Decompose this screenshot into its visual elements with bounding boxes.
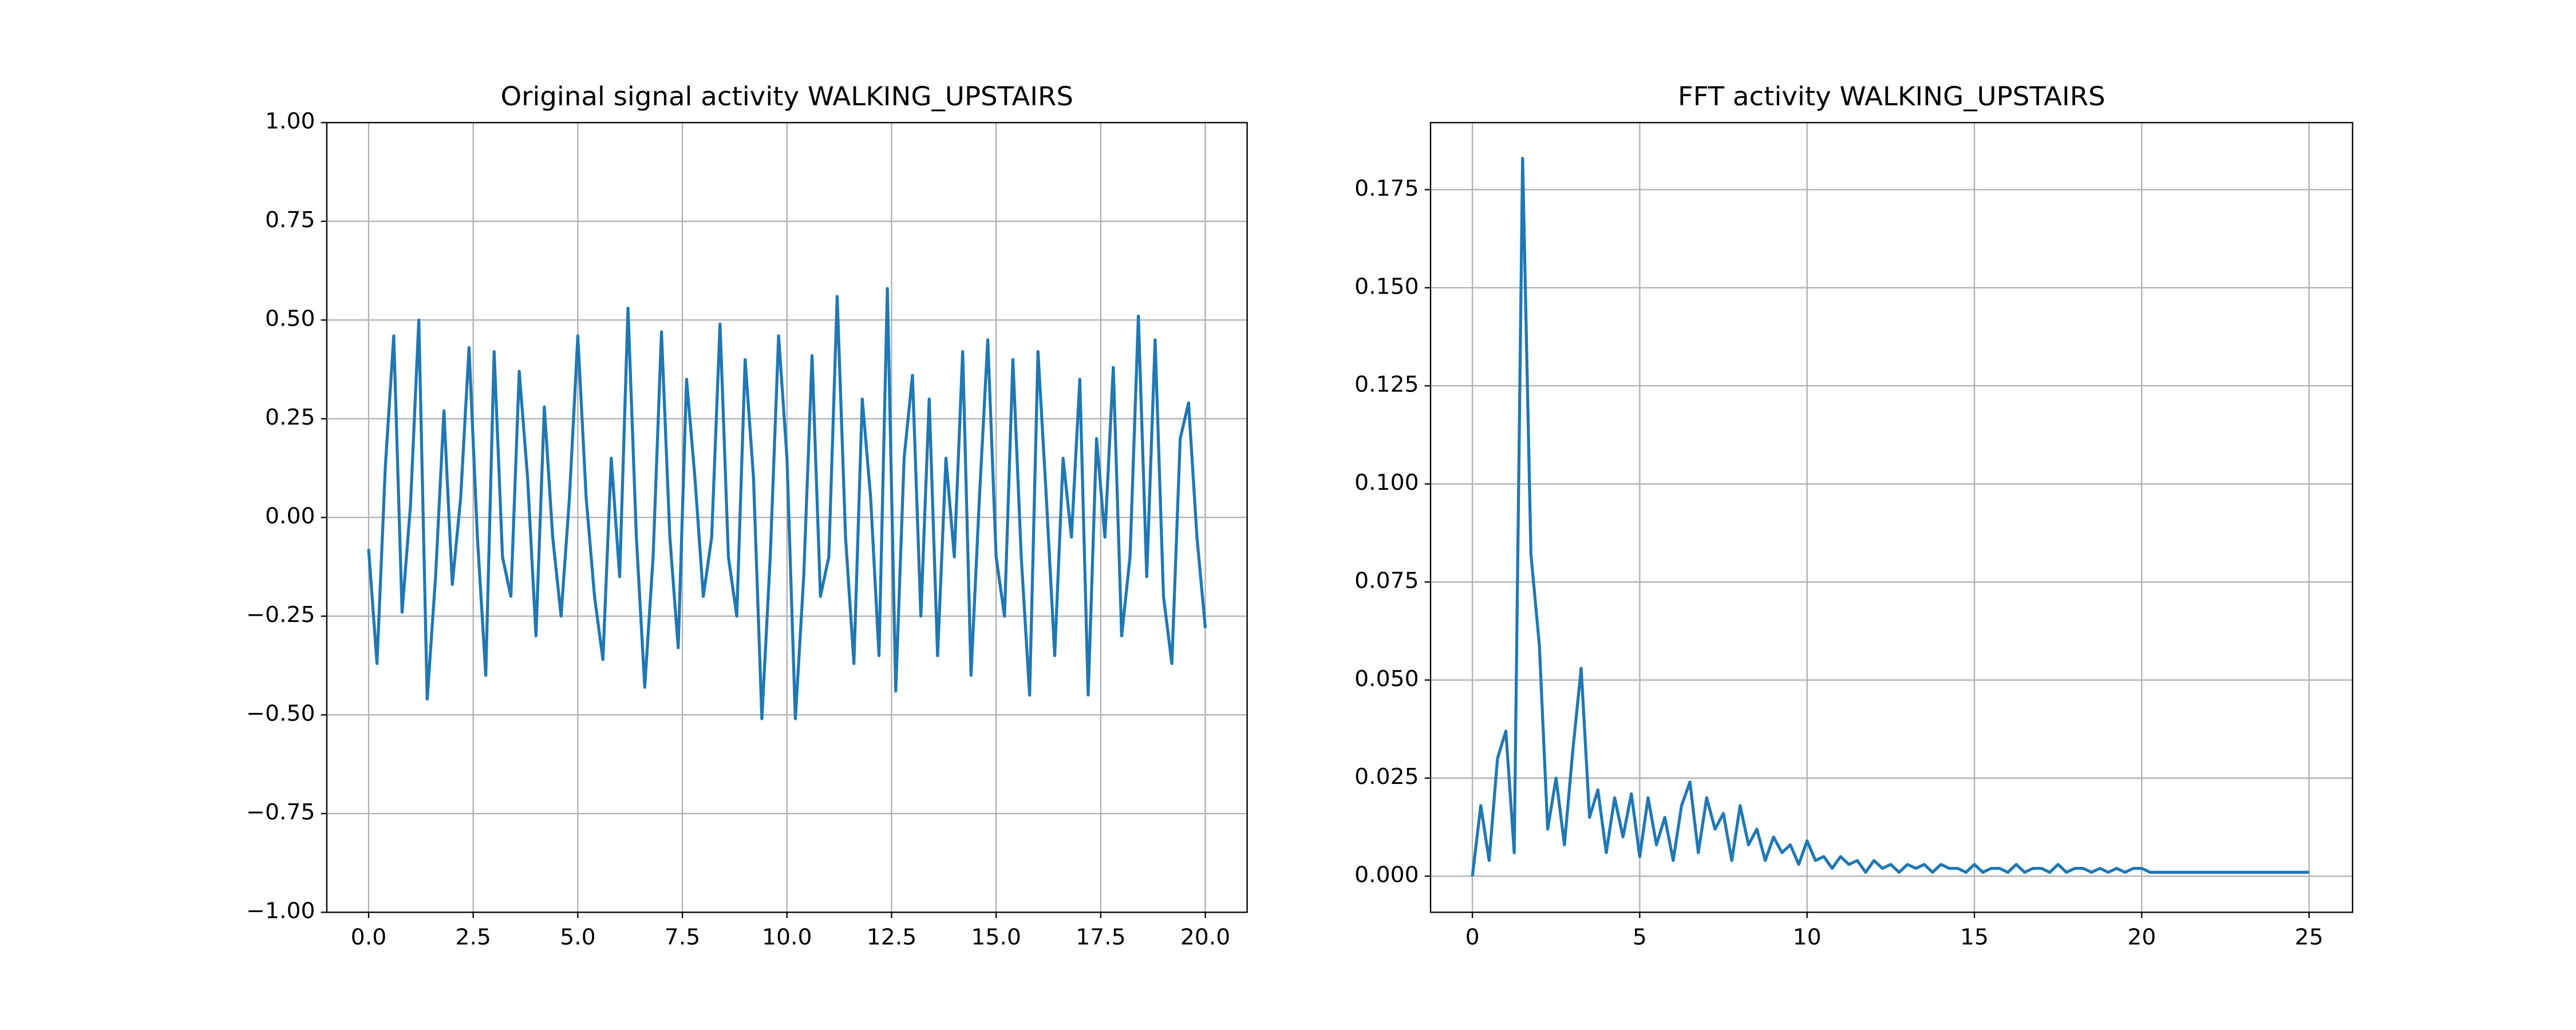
y-tick-label: −0.75 (246, 800, 315, 826)
x-tick-label: 17.5 (1076, 925, 1126, 950)
y-tick-label: 0.000 (1354, 862, 1419, 888)
y-tick-label: 0.175 (1354, 176, 1419, 201)
y-tick-label: 0.075 (1354, 568, 1419, 594)
y-tick-label: 0.100 (1354, 470, 1419, 496)
y-tick-label: 0.025 (1354, 764, 1419, 790)
axes-frame (326, 122, 1248, 913)
axes-frame (1429, 122, 2353, 913)
y-tick-label: −1.00 (246, 898, 315, 924)
x-tick-label: 0.0 (351, 925, 387, 950)
plot-area (1431, 122, 2353, 913)
y-tick-label: 0.50 (265, 306, 315, 332)
x-tick-label: 12.5 (867, 925, 917, 950)
x-tick-label: 2.5 (455, 925, 491, 950)
y-tick-label: 1.00 (265, 109, 315, 134)
y-tick-label: −0.25 (246, 603, 315, 628)
x-tick-label: 7.5 (665, 925, 701, 950)
x-tick-label: 5.0 (560, 925, 596, 950)
y-tick-label: 0.125 (1354, 372, 1419, 398)
x-tick-label: 0 (1465, 925, 1480, 950)
x-tick-label: 15.0 (971, 925, 1021, 950)
x-tick-label: 10.0 (762, 925, 812, 950)
x-tick-label: 20 (2127, 925, 2156, 950)
chart-title: Original signal activity WALKING_UPSTAIR… (501, 81, 1074, 111)
y-tick-label: 0.050 (1354, 666, 1419, 692)
y-tick-label: 0.25 (265, 405, 315, 431)
x-tick-label: 15 (1960, 925, 1989, 950)
signal-line (1471, 157, 2309, 877)
y-tick-label: 0.150 (1354, 274, 1419, 300)
signal-line (367, 287, 1207, 720)
y-tick-label: 0.75 (265, 208, 315, 233)
x-tick-label: 10 (1793, 925, 1822, 950)
x-tick-label: 25 (2295, 925, 2324, 950)
y-tick-label: −0.50 (246, 701, 315, 727)
y-tick-label: 0.00 (265, 504, 315, 529)
chart-title: FFT activity WALKING_UPSTAIRS (1678, 81, 2105, 111)
x-tick-label: 5 (1633, 925, 1647, 950)
x-tick-label: 20.0 (1180, 925, 1231, 950)
